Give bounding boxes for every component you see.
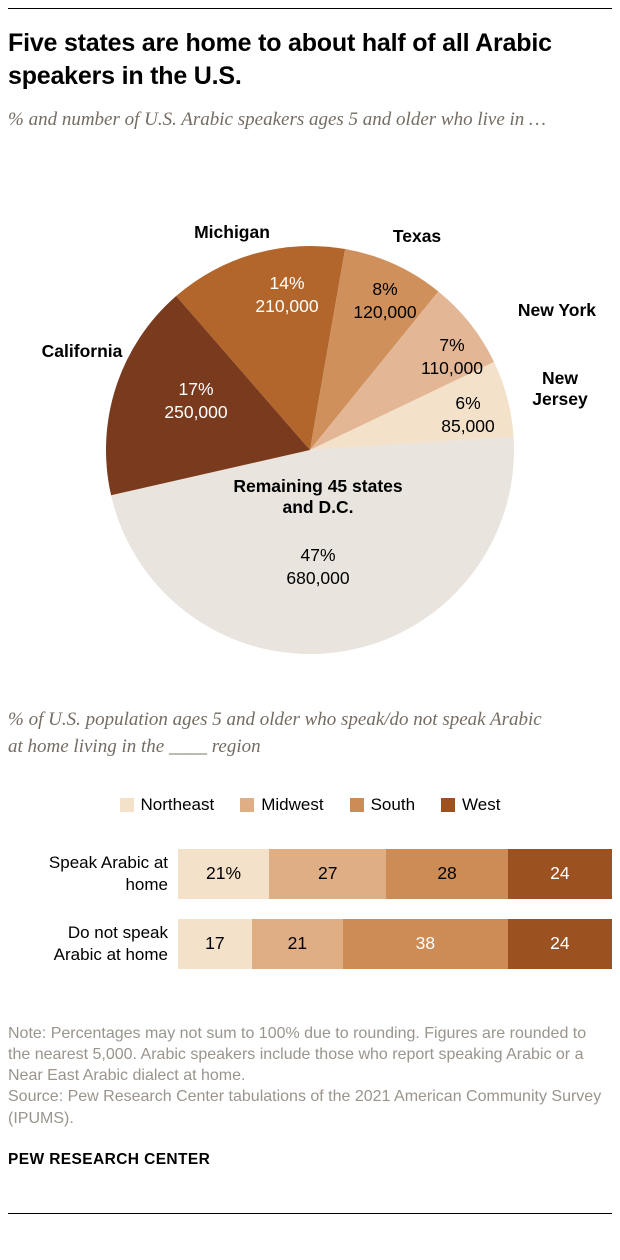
bar-segment-midwest: 21 [251,918,343,969]
pie-value-count: 210,000 [255,296,319,317]
pie-value-pct: 17% [178,378,214,399]
pie-label-remaining: Remaining 45 states and D.C. [233,475,403,517]
legend-label: West [462,794,501,814]
legend: Northeast Midwest South West [8,795,612,815]
bar-segment-west: 24 [507,848,612,899]
source-text: Source: Pew Research Center tabulations … [8,1088,602,1127]
page-title: Five states are home to about half of al… [8,29,552,90]
pie-value-texas: 8% 120,000 [353,278,416,325]
bar-label-col: Do not speak Arabic at home [8,922,178,966]
bar-segment-south: 28 [386,848,508,899]
pie-value-count: 680,000 [286,568,350,589]
pie-value-count: 110,000 [421,358,483,379]
note-text: Note: Percentages may not sum to 100% du… [8,1024,587,1085]
pie-value-pct: 8% [372,278,398,299]
pie-value-pct: 14% [269,272,305,293]
legend-swatch-south [349,797,364,812]
pie-chart: Michigan Texas New York New Jersey Calif… [8,178,612,678]
pie-label-texas: Texas [392,225,442,246]
pie-value-pct: 7% [439,334,465,355]
legend-swatch-west [441,797,456,812]
pie-value-michigan: 14% 210,000 [255,272,318,319]
pie-slice-new-jersey [310,361,514,450]
legend-item-northeast: Northeast [119,794,215,815]
pie-label-new-jersey: New Jersey [532,367,588,409]
pie-slice-michigan [176,245,346,450]
pie-value-count: 250,000 [164,402,228,423]
legend-item-south: South [349,794,416,815]
pie-value-count: 85,000 [441,416,495,437]
pie-label-new-york: New York [517,299,596,320]
pie-svg [105,245,515,654]
pie-value-pct: 47% [300,544,336,565]
pie-label-michigan: Michigan [194,221,270,242]
pie-value-new-jersey: 6% 85,000 [441,392,495,439]
bar-segment-south: 38 [342,918,508,969]
pie-value-remaining: 47% 680,000 [286,544,349,591]
bar-segment-west: 24 [507,918,612,969]
bottom-rule [8,1212,612,1214]
pie-label-california: California [41,340,123,361]
legend-label: Midwest [261,794,324,814]
legend-label: South [370,794,416,814]
pie-value-pct: 6% [455,392,481,413]
pie-slice-remaining [111,436,515,654]
pie-subtitle: % and number of U.S. Arabic speakers age… [8,109,546,130]
legend-swatch-midwest [240,797,255,812]
pie-value-new-york: 7% 110,000 [421,334,483,381]
bar-label-col: Speak Arabic at home [8,852,178,896]
legend-item-midwest: Midwest [240,794,324,815]
footnotes: Note: Percentages may not sum to 100% du… [8,1023,612,1129]
bar-subtitle: % of U.S. population ages 5 and older wh… [8,708,542,758]
pie-slice-texas [310,248,439,450]
bar-segment-midwest: 27 [269,848,387,899]
bar-track: 21% 27 28 24 [178,848,612,899]
bar-track: 17 21 38 24 [178,918,612,969]
legend-item-west: West [441,795,500,815]
bar-segment-northeast: 17 [178,918,252,969]
pie-value-california: 17% 250,000 [164,378,227,425]
bar-row-label: Speak Arabic at home [48,852,168,894]
bar-row: Speak Arabic at home 21% 27 28 24 [8,848,612,899]
bar-row-label: Do not speak Arabic at home [53,922,168,964]
legend-swatch-northeast [119,797,134,812]
legend-label: Northeast [140,794,215,814]
pie-slice-california [105,295,310,495]
pie-value-count: 120,000 [353,302,417,323]
pie-slice-new-york [310,291,495,450]
top-rule [8,8,612,9]
bar-segment-northeast: 21% [178,848,270,899]
stacked-bar-chart: Speak Arabic at home 21% 27 28 24 Do not sp… [8,848,612,969]
bar-row: Do not speak Arabic at home 17 21 38 24 [8,918,612,969]
brand-footer: PEW RESEARCH CENTER [8,1150,211,1168]
